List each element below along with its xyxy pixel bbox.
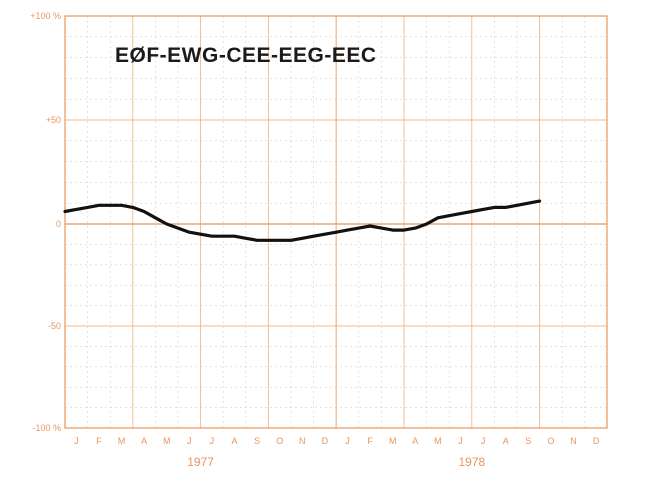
year-label: 1978 <box>458 455 485 469</box>
x-tick-label: S <box>254 436 260 446</box>
x-tick-label: M <box>163 436 171 446</box>
x-tick-label: J <box>210 436 215 446</box>
major-grid <box>65 16 607 428</box>
x-tick-label: J <box>481 436 486 446</box>
x-tick-label: J <box>458 436 463 446</box>
x-tick-label: F <box>367 436 373 446</box>
x-tick-label: J <box>345 436 350 446</box>
x-tick-label: O <box>276 436 283 446</box>
x-tick-label: M <box>118 436 126 446</box>
x-tick-label: S <box>525 436 531 446</box>
x-tick-label: J <box>74 436 79 446</box>
x-tick-label: F <box>96 436 102 446</box>
x-tick-label: A <box>503 436 509 446</box>
x-tick-label: M <box>434 436 442 446</box>
y-tick-label: +50 <box>46 115 61 125</box>
y-tick-label: -100 % <box>32 423 61 433</box>
x-tick-label: N <box>299 436 306 446</box>
x-tick-label: A <box>231 436 237 446</box>
year-labels: 1977 1978 <box>187 455 485 469</box>
x-tick-label: A <box>141 436 147 446</box>
x-tick-label: D <box>322 436 329 446</box>
series-line <box>65 201 540 240</box>
y-axis-ticks: +100 % +50 0 -50 -100 % <box>30 11 61 433</box>
x-tick-label: D <box>593 436 600 446</box>
x-tick-label: M <box>389 436 397 446</box>
y-tick-label: 0 <box>56 219 61 229</box>
chart-title: EØF-EWG-CEE-EEG-EEC <box>115 44 377 67</box>
x-tick-label: N <box>570 436 577 446</box>
x-tick-label: O <box>547 436 554 446</box>
y-tick-label: +100 % <box>30 11 61 21</box>
year-label: 1977 <box>187 455 214 469</box>
x-tick-label: A <box>412 436 418 446</box>
x-tick-label: J <box>187 436 192 446</box>
y-tick-label: -50 <box>48 321 61 331</box>
